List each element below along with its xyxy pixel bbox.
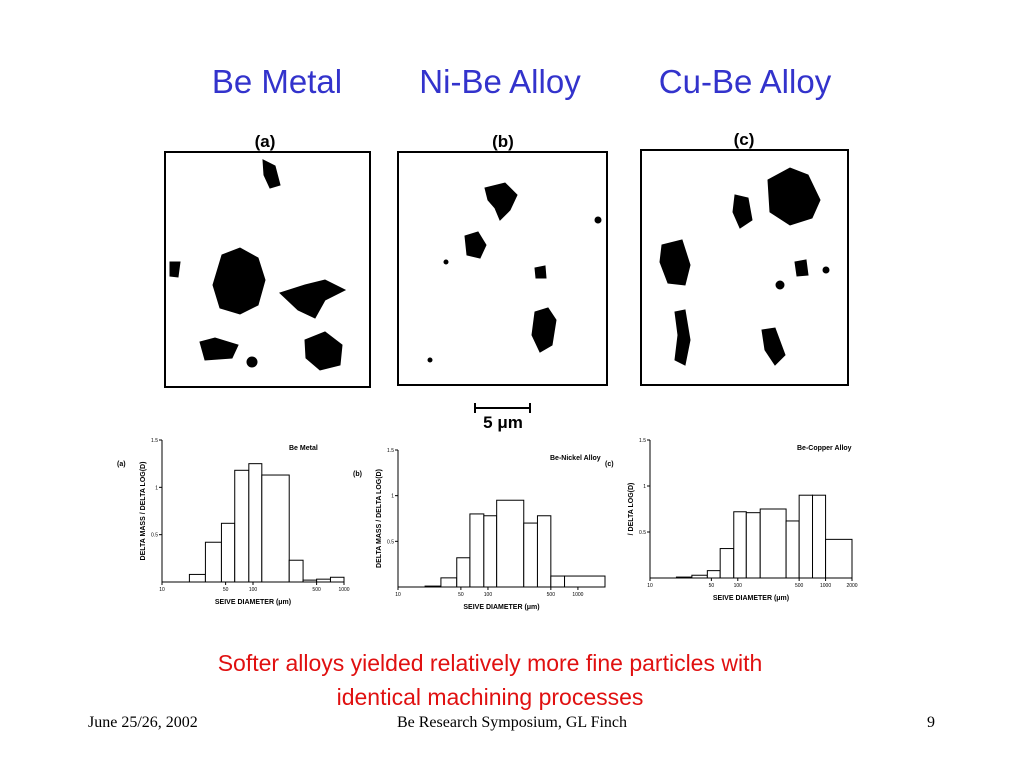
bar	[483, 515, 498, 588]
footer-date: June 25/26, 2002	[88, 714, 198, 731]
x-tick-label: 100	[249, 587, 258, 593]
x-axis-label: SEIVE DIAMETER (μm)	[215, 599, 291, 606]
micrograph-label: (b)	[492, 132, 514, 151]
bar	[440, 577, 458, 588]
bar	[825, 538, 853, 579]
micrograph	[640, 149, 849, 386]
micrograph-label: (a)	[255, 132, 276, 151]
x-tick-label: 500	[547, 592, 556, 598]
y-tick-label: 0.5	[387, 539, 394, 545]
page-number: 9	[927, 714, 935, 731]
bar	[496, 499, 525, 588]
y-tick-label: 1	[155, 485, 158, 491]
micrograph-label: (c)	[734, 130, 755, 149]
bar	[288, 559, 304, 583]
micrograph	[164, 151, 371, 388]
panel-label: (c)	[605, 461, 614, 468]
y-axis-label: DELTA MASS / DELTA LOG(D)	[376, 469, 383, 568]
heading: Cu-Be Alloy	[659, 63, 832, 100]
x-tick-label: 10	[159, 587, 165, 593]
caption: identical machining processes	[337, 684, 644, 710]
x-tick-label: 50	[458, 592, 464, 598]
scale-bar-label: 5 μm	[483, 413, 523, 432]
bar	[329, 576, 345, 583]
footer-title: Be Research Symposium, GL Finch	[397, 714, 627, 731]
x-tick-label: 2000	[846, 583, 857, 589]
x-tick-label: 10	[395, 592, 401, 598]
bar	[469, 513, 485, 588]
y-tick-label: 1.5	[639, 438, 646, 444]
caption: Softer alloys yielded relatively more fi…	[218, 650, 763, 676]
chart-title: Be Metal	[289, 445, 318, 452]
bar	[812, 494, 827, 579]
bar	[745, 512, 761, 579]
y-axis-label: / DELTA LOG(D)	[628, 483, 635, 536]
bar	[798, 494, 814, 579]
bar	[220, 522, 236, 583]
x-tick-label: 100	[734, 583, 743, 589]
heading: Be Metal	[212, 63, 342, 100]
micrograph	[397, 151, 608, 386]
bar	[564, 575, 606, 588]
bar	[248, 463, 263, 583]
x-tick-label: 10	[647, 583, 653, 589]
chart-title: Be-Nickel Alloy	[550, 455, 601, 462]
bar	[523, 522, 538, 588]
bar	[550, 575, 566, 588]
bar	[706, 570, 721, 579]
bar	[719, 548, 735, 579]
y-tick-label: 1	[391, 494, 394, 500]
x-axis-label: SEIVE DIAMETER (μm)	[713, 595, 789, 602]
x-axis-label: SEIVE DIAMETER (μm)	[463, 604, 539, 611]
scale-bar	[474, 403, 531, 413]
bar	[536, 515, 552, 588]
y-tick-label: 1.5	[387, 448, 394, 454]
x-tick-label: 1000	[820, 583, 831, 589]
x-tick-label: 500	[795, 583, 804, 589]
x-tick-label: 1000	[338, 587, 349, 593]
bar	[759, 508, 787, 579]
y-tick-label: 0.5	[639, 530, 646, 536]
y-tick-label: 1.5	[151, 438, 158, 444]
x-tick-label: 50	[223, 587, 229, 593]
bar	[785, 520, 800, 579]
x-tick-label: 50	[709, 583, 715, 589]
x-tick-label: 100	[484, 592, 493, 598]
y-tick-label: 1	[643, 484, 646, 490]
chart-title: Be-Copper Alloy	[797, 445, 852, 452]
panel-label: (b)	[353, 471, 362, 478]
x-tick-label: 1000	[572, 592, 583, 598]
bar	[733, 511, 747, 579]
bar	[204, 541, 222, 583]
bar	[456, 557, 471, 588]
panel-label: (a)	[117, 461, 126, 468]
y-tick-label: 0.5	[151, 533, 158, 539]
bar	[188, 573, 206, 583]
bar	[261, 474, 290, 583]
x-tick-label: 500	[312, 587, 321, 593]
y-axis-label: DELTA MASS / DELTA LOG(D)	[140, 462, 147, 561]
bar	[234, 469, 250, 583]
heading: Ni-Be Alloy	[419, 63, 581, 100]
